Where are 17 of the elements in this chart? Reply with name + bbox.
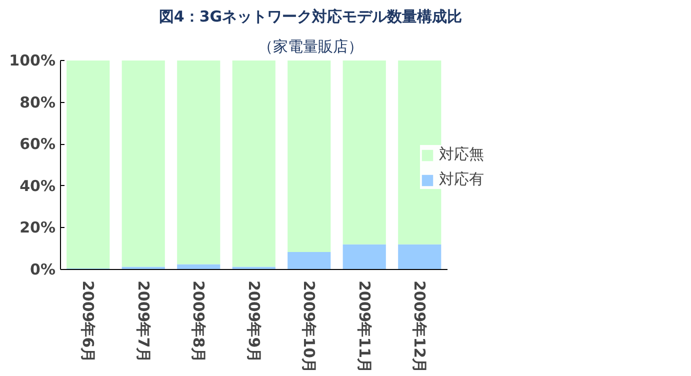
legend-label: 対応無	[439, 145, 484, 164]
chart-title: 図4：3Gネットワーク対応モデル数量構成比	[158, 8, 462, 26]
y-tick-label: 100%	[9, 52, 56, 70]
x-tick-label: 2009年8月	[190, 280, 208, 363]
x-tick-label: 2009年6月	[79, 280, 98, 363]
legend-label: 対応有	[439, 170, 484, 189]
x-tick-label: 2009年12月	[410, 280, 429, 374]
x-tick-label: 2009年9月	[244, 280, 263, 363]
x-tick-label: 2009年7月	[134, 280, 152, 363]
x-tick-label: 2009年10月	[300, 280, 318, 374]
y-tick-label: 20%	[20, 218, 56, 237]
y-tick-label: 80%	[20, 93, 56, 112]
chart-subtitle: （家電量販店）	[258, 38, 363, 56]
y-tick-label: 40%	[20, 176, 56, 195]
x-tick-label: 2009年11月	[355, 280, 374, 374]
y-tick-label: 0%	[30, 260, 56, 278]
y-tick-label: 60%	[20, 135, 56, 154]
